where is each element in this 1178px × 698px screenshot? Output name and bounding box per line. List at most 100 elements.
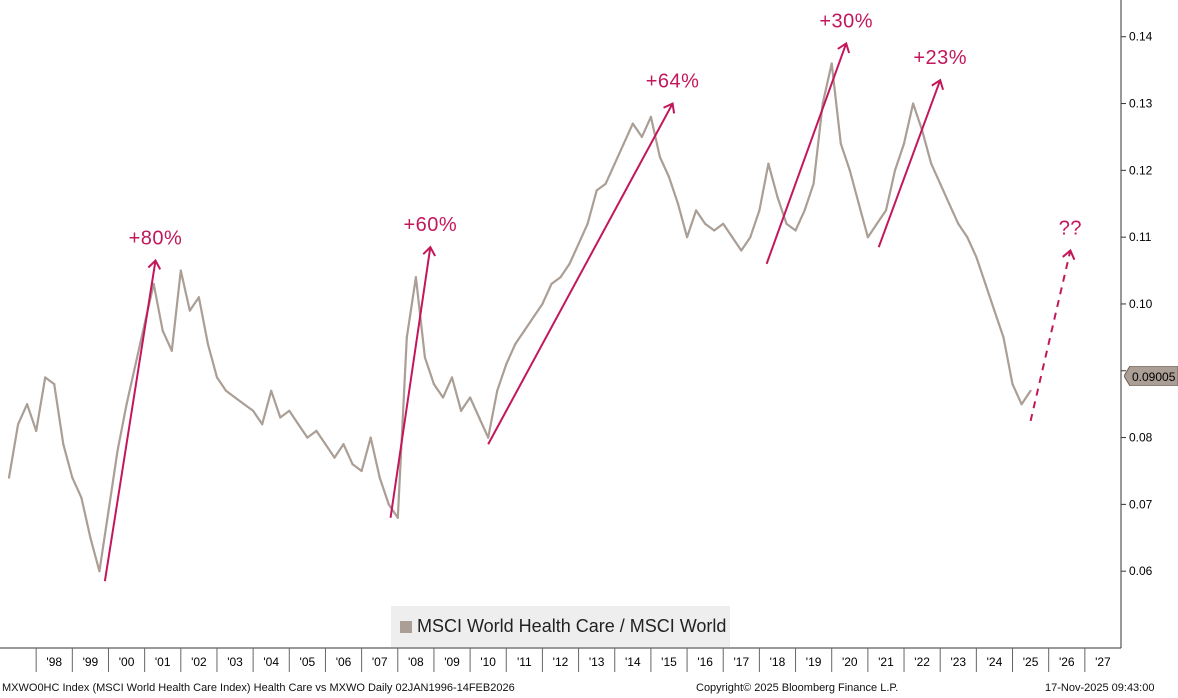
series-point: [767, 162, 770, 165]
y-axis-ticks: 0.060.070.080.090.100.110.120.130.14: [1121, 30, 1153, 578]
x-tick-label: '13: [589, 655, 605, 669]
series-point: [215, 376, 219, 379]
arrow-label-5: +23%: [913, 47, 967, 69]
series-point: [16, 423, 20, 426]
x-tick-label: '21: [878, 655, 894, 669]
x-tick-label: '20: [842, 655, 858, 669]
y-tick-label: 0.07: [1129, 497, 1153, 511]
series-point: [432, 383, 436, 386]
series-point: [450, 376, 454, 379]
x-tick-label: '18: [770, 655, 786, 669]
legend: MSCI World Health Care / MSCI World: [391, 606, 730, 647]
last-value-badge: 0.09005: [1123, 365, 1178, 387]
y-tick-label: 0.12: [1129, 163, 1153, 177]
x-tick-label: '07: [372, 655, 388, 669]
series-point: [749, 236, 752, 239]
y-tick-label: 0.13: [1129, 97, 1153, 111]
series-point: [857, 202, 860, 205]
series-point: [396, 516, 399, 519]
series-point: [306, 436, 309, 439]
series-point: [704, 222, 707, 225]
arrow-1: [103, 258, 162, 582]
series-point: [830, 62, 833, 65]
x-tick-label: '98: [46, 655, 62, 669]
series-point: [866, 236, 869, 239]
x-axis-ticks: '98 '99 '00 '01 '02 '03 '04 '05 '06 '07 '08 '09 '10 '…: [35, 648, 1111, 672]
series-point: [7, 476, 11, 479]
series-point: [532, 316, 535, 319]
x-tick-label: '22: [914, 655, 930, 669]
x-tick-label: '15: [661, 655, 677, 669]
series-point: [939, 182, 942, 185]
arrow-2: [389, 245, 436, 518]
last-value-text: 0.09005: [1132, 370, 1176, 384]
series-point: [695, 209, 698, 212]
series-point: [35, 429, 38, 432]
x-tick-label: '11: [517, 655, 532, 669]
x-tick-label: '02: [191, 655, 207, 669]
legend-label: MSCI World Health Care / MSCI World: [417, 616, 727, 636]
series-line-0: [7, 62, 1032, 573]
series-point: [342, 443, 345, 446]
y-tick-label: 0.10: [1129, 297, 1153, 311]
series-point: [875, 222, 879, 225]
series-point: [550, 282, 553, 286]
x-tick-label: '12: [553, 655, 569, 669]
x-tick-label: '23: [950, 655, 966, 669]
series-point: [676, 202, 680, 205]
series-point: [848, 169, 851, 172]
x-tick-label: '27: [1095, 655, 1111, 669]
series-point: [279, 416, 282, 419]
y-tick-label: 0.06: [1129, 564, 1153, 578]
series-point: [984, 282, 987, 286]
series-point: [188, 309, 191, 312]
footer-source: MXWO0HC Index (MSCI World Health Care In…: [2, 682, 515, 694]
series-point: [414, 276, 417, 279]
series-point: [568, 262, 571, 265]
series-point: [523, 329, 526, 332]
series-point: [44, 376, 47, 379]
series-point: [62, 443, 65, 446]
series-point: [252, 409, 255, 412]
x-tick-label: '26: [1059, 655, 1075, 669]
series-point: [541, 302, 544, 306]
series-point: [794, 229, 797, 232]
series-point: [975, 256, 978, 259]
series-point: [233, 396, 237, 399]
arrow-label-4: +30%: [819, 10, 873, 32]
series-point: [577, 242, 580, 245]
series-point: [595, 189, 598, 192]
series-layer: [7, 62, 1032, 573]
series-point: [839, 142, 842, 145]
series-point: [179, 269, 182, 272]
series-point: [803, 209, 806, 212]
arrow-3: [487, 102, 676, 445]
series-point: [170, 349, 173, 352]
series-point: [468, 396, 472, 399]
series-point: [1011, 383, 1014, 386]
series-point: [993, 309, 996, 312]
arrow-4: [765, 41, 851, 265]
series-point: [649, 115, 653, 119]
series-point: [758, 209, 761, 212]
series-point: [333, 456, 336, 459]
series-point: [1020, 403, 1023, 406]
series-point: [776, 195, 779, 199]
series-point: [613, 162, 616, 165]
series-point: [930, 162, 933, 165]
arrow-label-3: +64%: [646, 71, 700, 93]
x-tick-label: '08: [408, 655, 424, 669]
series-point: [378, 476, 381, 479]
series-point: [478, 416, 481, 419]
series-point: [89, 536, 92, 539]
series-point: [261, 423, 264, 426]
series-point: [722, 222, 725, 225]
series-point: [658, 155, 662, 159]
x-tick-label: '24: [987, 655, 1003, 669]
series-point: [324, 443, 327, 446]
x-tick-label: '00: [119, 655, 135, 669]
x-tick-label: '99: [83, 655, 99, 669]
series-point: [53, 383, 56, 386]
series-point: [116, 449, 119, 453]
series-point: [98, 570, 101, 573]
